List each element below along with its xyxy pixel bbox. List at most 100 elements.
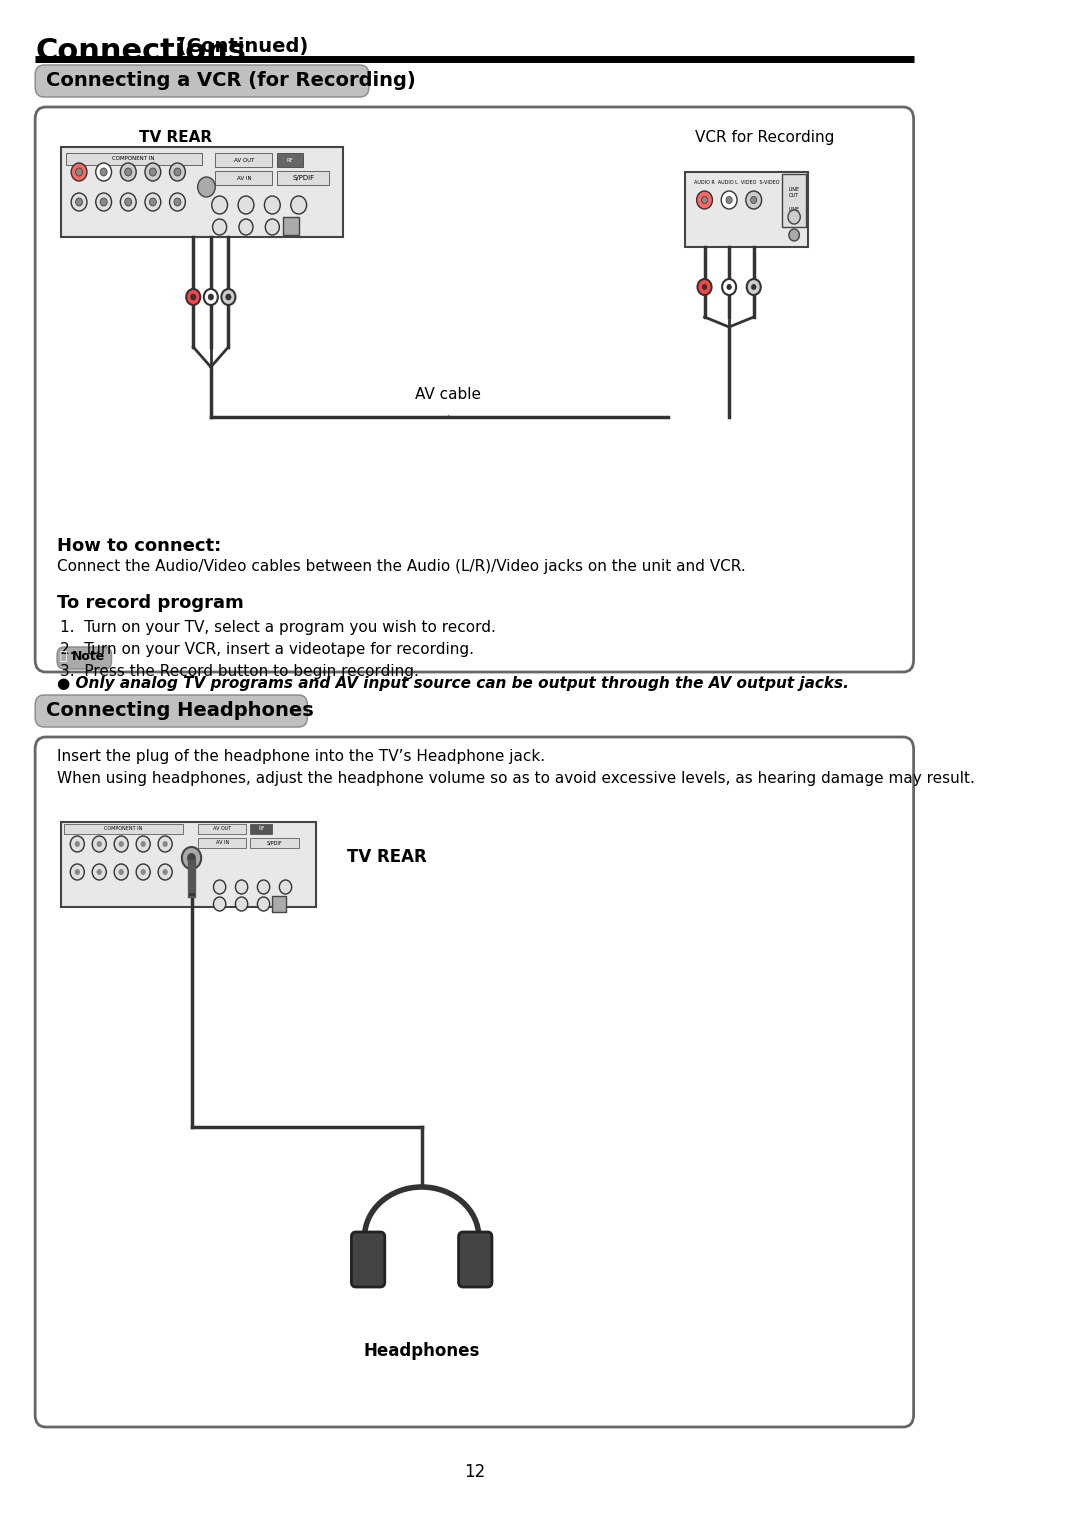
Circle shape [746, 279, 760, 295]
Circle shape [226, 295, 231, 299]
Text: AV cable: AV cable [415, 386, 481, 402]
Text: Connect the Audio/Video cables between the Audio (L/R)/Video jacks on the unit a: Connect the Audio/Video cables between t… [57, 559, 746, 574]
Text: LINE
OUT: LINE OUT [788, 186, 799, 199]
FancyBboxPatch shape [459, 1232, 492, 1287]
Circle shape [198, 177, 215, 197]
Circle shape [145, 192, 161, 211]
Circle shape [174, 168, 181, 176]
Circle shape [76, 168, 82, 176]
Circle shape [239, 218, 253, 235]
Circle shape [100, 199, 107, 206]
Circle shape [119, 841, 124, 847]
Text: COMPONENT IN: COMPONENT IN [112, 156, 154, 162]
FancyBboxPatch shape [36, 66, 369, 98]
Circle shape [140, 869, 146, 875]
Circle shape [238, 195, 254, 214]
Circle shape [751, 197, 757, 203]
Circle shape [214, 896, 226, 912]
Circle shape [96, 869, 102, 875]
Circle shape [136, 835, 150, 852]
Bar [215, 153, 272, 166]
Text: Connections: Connections [36, 37, 246, 66]
Circle shape [70, 864, 84, 880]
Text: How to connect:: How to connect: [57, 538, 221, 554]
Text: LINE
IN: LINE IN [788, 208, 799, 218]
Text: Headphones: Headphones [364, 1342, 480, 1361]
Circle shape [120, 163, 136, 182]
Circle shape [257, 880, 270, 893]
Circle shape [71, 163, 87, 182]
Circle shape [698, 279, 712, 295]
Circle shape [96, 192, 111, 211]
Circle shape [100, 168, 107, 176]
Circle shape [221, 289, 235, 305]
Text: To record program: To record program [57, 594, 244, 612]
Circle shape [697, 191, 713, 209]
Text: RF: RF [259, 826, 265, 832]
Text: 📝: 📝 [59, 651, 67, 664]
Text: 2.  Turn on your VCR, insert a videotape for recording.: 2. Turn on your VCR, insert a videotape … [59, 641, 474, 657]
Text: AUDIO R  AUDIO L  VIDEO  S-VIDEO: AUDIO R AUDIO L VIDEO S-VIDEO [694, 180, 780, 185]
Text: COMPONENT IN: COMPONENT IN [104, 826, 143, 832]
Circle shape [235, 896, 247, 912]
Bar [66, 153, 202, 165]
Text: AV OUT: AV OUT [234, 157, 255, 162]
Bar [62, 147, 342, 237]
Circle shape [186, 289, 200, 305]
Circle shape [702, 197, 707, 203]
Circle shape [723, 279, 737, 295]
Circle shape [191, 295, 195, 299]
Circle shape [174, 199, 181, 206]
Text: VCR for Recording: VCR for Recording [694, 130, 834, 145]
Circle shape [208, 295, 214, 299]
Bar [198, 825, 246, 834]
Circle shape [70, 835, 84, 852]
Text: Insert the plug of the headphone into the TV’s Headphone jack.: Insert the plug of the headphone into th… [57, 750, 545, 764]
Text: Connecting Headphones: Connecting Headphones [45, 701, 313, 721]
Text: Note: Note [72, 651, 105, 664]
Circle shape [158, 835, 172, 852]
Circle shape [125, 168, 132, 176]
Circle shape [214, 880, 226, 893]
Circle shape [125, 199, 132, 206]
Text: 1.  Turn on your TV, select a program you wish to record.: 1. Turn on your TV, select a program you… [59, 620, 496, 635]
Circle shape [280, 880, 292, 893]
Bar [64, 825, 183, 834]
Circle shape [204, 289, 218, 305]
Circle shape [213, 218, 227, 235]
Bar [215, 171, 272, 185]
Text: RF: RF [286, 157, 294, 162]
Circle shape [702, 284, 707, 290]
FancyBboxPatch shape [36, 695, 308, 727]
Text: ● Only analog TV programs and AV input source can be output through the AV outpu: ● Only analog TV programs and AV input s… [57, 676, 849, 692]
Circle shape [92, 864, 106, 880]
Circle shape [136, 864, 150, 880]
Circle shape [114, 864, 129, 880]
Circle shape [235, 880, 247, 893]
Circle shape [257, 896, 270, 912]
Circle shape [170, 163, 186, 182]
FancyBboxPatch shape [36, 738, 914, 1428]
Bar [251, 825, 272, 834]
Circle shape [76, 199, 82, 206]
Circle shape [92, 835, 106, 852]
FancyBboxPatch shape [57, 647, 111, 669]
Circle shape [187, 854, 195, 863]
Circle shape [265, 195, 280, 214]
Circle shape [727, 284, 732, 290]
Circle shape [96, 841, 102, 847]
Text: TV REAR: TV REAR [139, 130, 213, 145]
Text: When using headphones, adjust the headphone volume so as to avoid excessive leve: When using headphones, adjust the headph… [57, 771, 975, 786]
Circle shape [149, 168, 157, 176]
FancyBboxPatch shape [36, 107, 914, 672]
Circle shape [170, 192, 186, 211]
Text: 3.  Press the Record button to begin recording.: 3. Press the Record button to begin reco… [59, 664, 419, 680]
Text: AV OUT: AV OUT [213, 826, 231, 832]
Circle shape [162, 841, 167, 847]
Circle shape [788, 211, 800, 224]
Circle shape [140, 841, 146, 847]
Text: S/PDIF: S/PDIF [267, 840, 282, 846]
Circle shape [71, 192, 87, 211]
Circle shape [114, 835, 129, 852]
Circle shape [119, 869, 124, 875]
